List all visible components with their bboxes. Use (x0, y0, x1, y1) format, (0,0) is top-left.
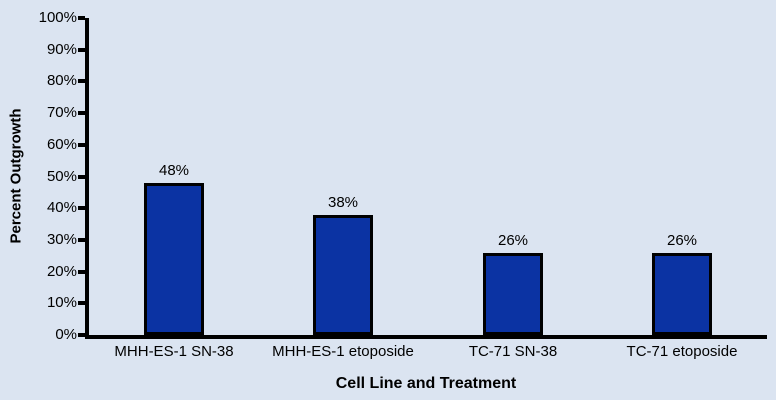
y-tick-label: 20% (46, 262, 77, 280)
y-tick-mark (78, 47, 85, 52)
y-tick-mark (78, 333, 85, 337)
x-axis-title: Cell Line and Treatment (335, 375, 517, 392)
y-tick-mark (78, 269, 85, 274)
y-tick-mark (78, 237, 85, 242)
y-tick-mark (78, 111, 85, 116)
y-tick-label: 90% (46, 40, 77, 58)
y-tick-label: 40% (46, 199, 77, 217)
x-tick-label: TC-71 etoposide (626, 343, 738, 360)
x-tick-label: MHH-ES-1 SN-38 (114, 343, 234, 360)
y-tick-label: 100% (38, 9, 77, 26)
x-tick-label: MHH-ES-1 etoposide (272, 343, 414, 360)
bar-value-label: 26% (497, 232, 529, 249)
y-tick-mark (78, 79, 85, 84)
bar (652, 253, 712, 335)
y-tick-label: 80% (46, 72, 77, 90)
y-tick-label: 60% (46, 135, 77, 153)
bar (144, 183, 204, 335)
y-tick-label: 70% (46, 104, 77, 122)
y-tick-label: 0% (55, 326, 77, 343)
x-tick-label: TC-71 SN-38 (468, 343, 558, 360)
bar-value-label: 26% (666, 232, 698, 249)
plot-area: 48% 38% 26% 26% (85, 18, 767, 339)
bar (313, 215, 373, 335)
bar-value-label: 38% (327, 194, 359, 211)
y-tick-label: 10% (46, 294, 77, 312)
bar-value-label: 48% (158, 162, 190, 179)
y-tick-mark (78, 206, 85, 211)
y-tick-label: 50% (46, 167, 77, 185)
y-tick-mark (78, 301, 85, 306)
y-tick-mark (78, 142, 85, 147)
y-tick-mark (78, 174, 85, 179)
y-tick-mark (78, 16, 85, 20)
y-tick-label: 30% (46, 230, 77, 248)
bar (483, 253, 543, 335)
